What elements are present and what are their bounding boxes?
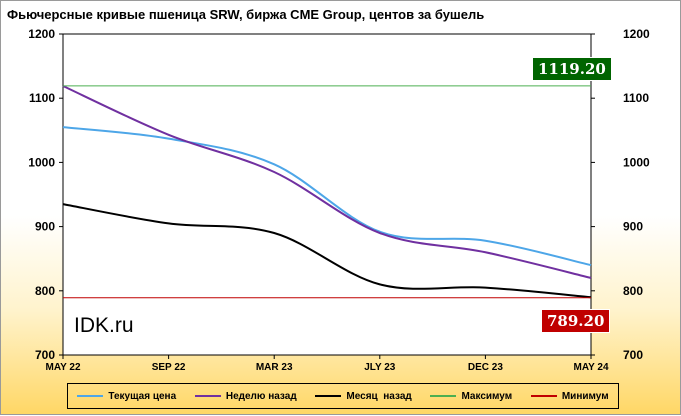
y-right-tick-label: 900 (623, 220, 643, 234)
y-left-tick-label: 700 (35, 348, 55, 362)
legend-swatch-month-ago (315, 395, 342, 397)
legend-item-minimum: Минимум (530, 390, 609, 402)
y-left-tick-label: 900 (35, 220, 55, 234)
series-line-2 (62, 203, 592, 299)
x-tick-label: JLY 23 (364, 362, 396, 373)
legend-swatch-week-ago (194, 395, 221, 397)
y-right-tick-label: 1000 (623, 155, 650, 169)
y-left-tick-label: 1000 (28, 155, 55, 169)
y-right-tick-label: 1200 (623, 27, 650, 41)
legend-label-week-ago: Неделю назад (225, 390, 297, 402)
legend-item-week-ago: Неделю назад (194, 390, 297, 402)
y-axis-right: 700 800 900 1000 1100 1200 (591, 27, 650, 362)
x-axis: MAY 22 SEP 22 MAR 23 JLY 23 DEC 23 MAY 24 (45, 355, 609, 373)
y-right-tick-label: 700 (623, 348, 643, 362)
legend-item-month-ago: Месяц назад (315, 390, 412, 402)
max-value-badge: 1119.20 (532, 57, 612, 81)
x-tick-label: SEP 22 (152, 362, 186, 373)
watermark-text: IDK.ru (74, 314, 134, 337)
legend-label-month-ago: Месяц назад (346, 390, 412, 402)
y-left-tick-label: 1200 (28, 27, 55, 41)
y-right-tick-label: 1100 (623, 91, 649, 105)
legend-swatch-minimum (530, 395, 557, 397)
legend-swatch-current (77, 395, 104, 397)
legend-swatch-maximum (430, 395, 457, 397)
legend-label-current: Текущая цена (108, 390, 177, 402)
x-tick-label: DEC 23 (468, 362, 503, 373)
legend-label-maximum: Максимум (461, 390, 513, 402)
y-right-tick-label: 800 (623, 284, 643, 298)
x-tick-label: MAR 23 (256, 362, 293, 373)
y-axis-left: 700 800 900 1000 1100 1200 (28, 27, 63, 362)
series-line-0 (62, 126, 592, 267)
legend-item-maximum: Максимум (430, 391, 512, 402)
x-tick-label: MAY 22 (45, 362, 80, 373)
min-value-badge: 789.20 (541, 309, 611, 333)
chart-title: Фьючерсные кривые пшеница SRW, биржа CME… (7, 7, 485, 22)
plot-area (62, 33, 592, 356)
legend-label-minimum: Минимум (561, 390, 609, 402)
legend-item-current: Текущая цена (77, 391, 176, 402)
series-group (62, 85, 592, 299)
x-tick-label: MAY 24 (573, 362, 608, 373)
series-line-1 (62, 85, 592, 279)
y-left-tick-label: 800 (35, 284, 55, 298)
y-left-tick-label: 1100 (29, 91, 55, 105)
legend: Текущая цена Неделю назад Месяц назад Ма… (67, 383, 619, 409)
